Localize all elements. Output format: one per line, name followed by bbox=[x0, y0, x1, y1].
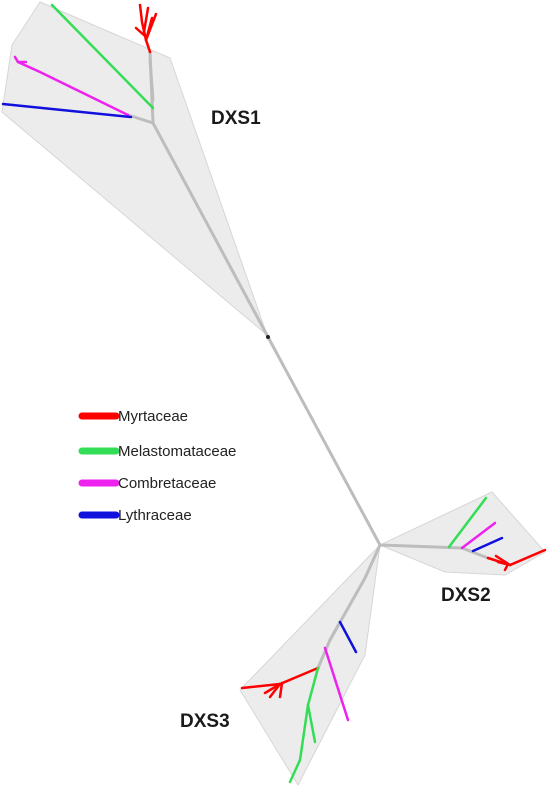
dxs1-combretaceae-branch bbox=[13, 55, 130, 117]
legend-label: Lythraceae bbox=[118, 507, 192, 524]
legend-item-myrtaceae: Myrtaceae bbox=[78, 408, 188, 425]
clade-label-dxs1: DXS1 bbox=[211, 108, 261, 129]
clade-hull-dxs1 bbox=[1, 1, 269, 337]
dxs2-combretaceae-branch bbox=[460, 521, 497, 550]
dxs3-combretaceae-branch bbox=[323, 646, 350, 722]
legend-item-lythraceae: Lythraceae bbox=[78, 507, 192, 524]
clade-hull-dxs3 bbox=[239, 543, 381, 787]
clade-hull-dxs2 bbox=[378, 491, 546, 576]
clade-label-dxs2: DXS2 bbox=[441, 585, 491, 606]
backbone-branches bbox=[126, 50, 490, 670]
dxs1-lythraceae-branch bbox=[1, 102, 133, 119]
dxs3-branches bbox=[240, 620, 358, 784]
dxs2-melastomataceae-branch bbox=[447, 496, 488, 549]
dxs2-branches bbox=[447, 496, 547, 572]
legend-label: Combretaceae bbox=[118, 475, 216, 492]
dxs3-melastomataceae-branch bbox=[288, 666, 320, 784]
dxs2-lythraceae-branch bbox=[471, 536, 504, 553]
legend-item-combretaceae: Combretaceae bbox=[78, 475, 216, 492]
dxs3-lythraceae-branch bbox=[338, 620, 358, 654]
dxs1-melastomataceae-branch bbox=[50, 3, 155, 110]
tree-root-node bbox=[266, 335, 270, 339]
clade-label-dxs3: DXS3 bbox=[180, 711, 230, 732]
legend-label: Melastomataceae bbox=[118, 443, 236, 460]
legend-label: Myrtaceae bbox=[118, 408, 188, 425]
legend: Myrtaceae Melastomataceae Combretaceae L… bbox=[78, 408, 236, 524]
legend-item-melastomataceae: Melastomataceae bbox=[78, 443, 236, 460]
dxs1-branches bbox=[1, 3, 158, 119]
